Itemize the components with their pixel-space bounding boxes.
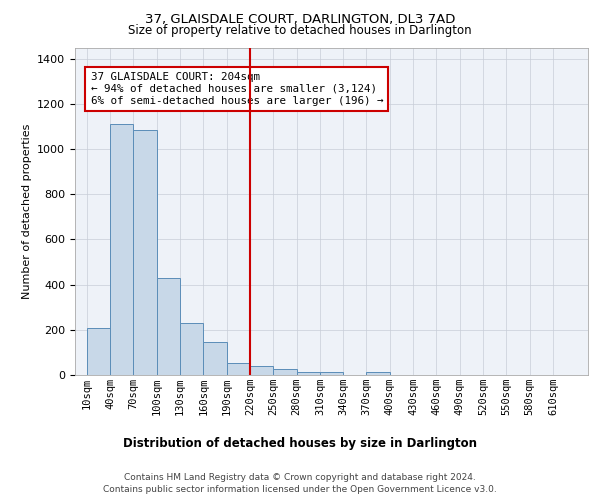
Text: Size of property relative to detached houses in Darlington: Size of property relative to detached ho… (128, 24, 472, 37)
Bar (273, 370, 296, 375)
Bar (203, 342, 227, 375)
Bar (157, 278, 180, 375)
Text: 37 GLAISDALE COURT: 204sqm
← 94% of detached houses are smaller (3,124)
6% of se: 37 GLAISDALE COURT: 204sqm ← 94% of deta… (91, 72, 383, 106)
Text: Distribution of detached houses by size in Darlington: Distribution of detached houses by size … (123, 438, 477, 450)
Bar (250, 366, 273, 375)
Bar (110, 124, 133, 375)
Bar (367, 372, 390, 375)
Bar (227, 362, 250, 375)
Text: Contains public sector information licensed under the Open Government Licence v3: Contains public sector information licen… (103, 485, 497, 494)
Bar (133, 130, 157, 375)
Bar (180, 323, 203, 375)
Bar (86, 328, 110, 375)
Text: Contains HM Land Registry data © Crown copyright and database right 2024.: Contains HM Land Registry data © Crown c… (124, 472, 476, 482)
Y-axis label: Number of detached properties: Number of detached properties (22, 124, 32, 299)
Text: 37, GLAISDALE COURT, DARLINGTON, DL3 7AD: 37, GLAISDALE COURT, DARLINGTON, DL3 7AD (145, 12, 455, 26)
Bar (320, 372, 343, 375)
Bar (296, 372, 320, 375)
